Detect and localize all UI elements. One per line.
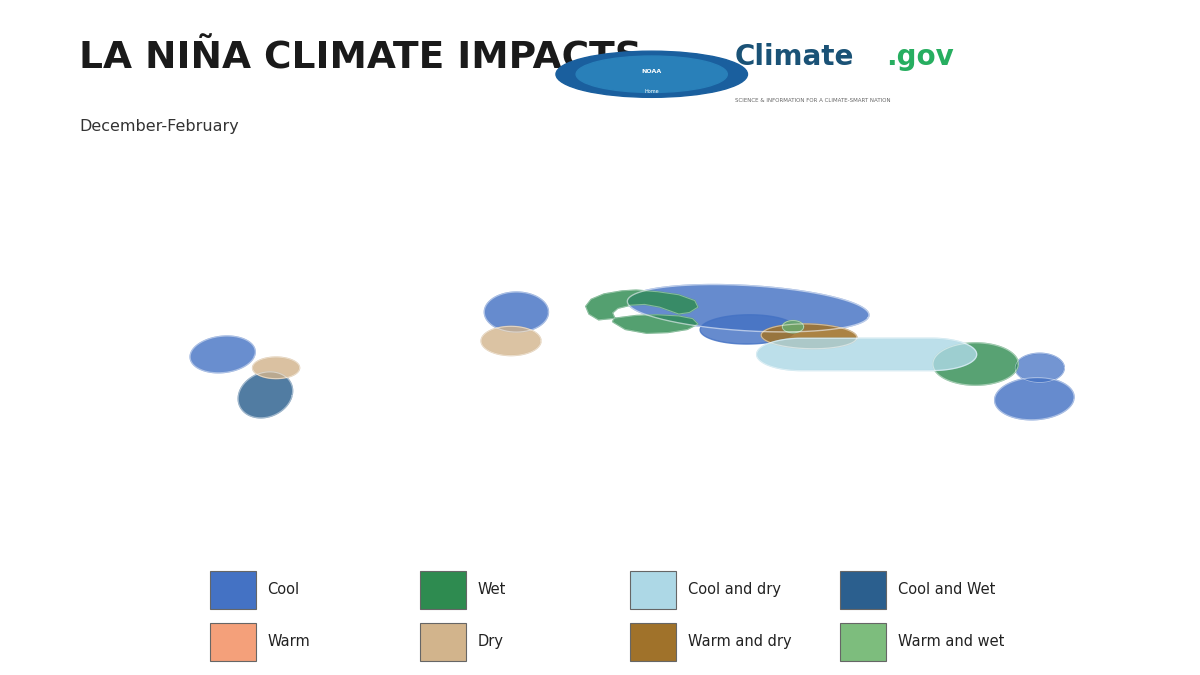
Polygon shape bbox=[782, 321, 804, 333]
Polygon shape bbox=[252, 357, 300, 379]
FancyBboxPatch shape bbox=[210, 623, 256, 661]
FancyBboxPatch shape bbox=[840, 623, 886, 661]
Text: Cool and Wet: Cool and Wet bbox=[898, 583, 995, 597]
Text: Warm and dry: Warm and dry bbox=[688, 634, 791, 649]
Text: December-February: December-February bbox=[79, 119, 239, 134]
FancyBboxPatch shape bbox=[210, 571, 256, 609]
Polygon shape bbox=[485, 292, 548, 332]
Polygon shape bbox=[239, 372, 293, 418]
Text: .gov: .gov bbox=[886, 43, 954, 72]
Text: Warm: Warm bbox=[268, 634, 311, 649]
Text: NOAA: NOAA bbox=[642, 70, 662, 74]
Text: Cool: Cool bbox=[268, 583, 300, 597]
FancyBboxPatch shape bbox=[420, 571, 466, 609]
Polygon shape bbox=[761, 324, 857, 349]
Polygon shape bbox=[1015, 353, 1064, 383]
Polygon shape bbox=[757, 338, 977, 371]
FancyBboxPatch shape bbox=[420, 623, 466, 661]
Text: Dry: Dry bbox=[478, 634, 504, 649]
FancyBboxPatch shape bbox=[840, 571, 886, 609]
Polygon shape bbox=[700, 315, 796, 344]
Polygon shape bbox=[932, 343, 1019, 385]
Text: Climate: Climate bbox=[734, 43, 854, 72]
Circle shape bbox=[556, 51, 748, 97]
Polygon shape bbox=[481, 326, 541, 356]
Text: LA NIÑA CLIMATE IMPACTS: LA NIÑA CLIMATE IMPACTS bbox=[79, 40, 642, 76]
Text: SCIENCE & INFORMATION FOR A CLIMATE-SMART NATION: SCIENCE & INFORMATION FOR A CLIMATE-SMAR… bbox=[734, 99, 890, 103]
FancyBboxPatch shape bbox=[630, 623, 676, 661]
Circle shape bbox=[576, 56, 727, 92]
Text: Wet: Wet bbox=[478, 583, 506, 597]
Text: Home: Home bbox=[644, 88, 659, 94]
Polygon shape bbox=[628, 285, 869, 332]
Text: Cool and dry: Cool and dry bbox=[688, 583, 780, 597]
Polygon shape bbox=[190, 336, 256, 373]
Polygon shape bbox=[995, 377, 1074, 420]
FancyBboxPatch shape bbox=[630, 571, 676, 609]
Text: Warm and wet: Warm and wet bbox=[898, 634, 1004, 649]
Polygon shape bbox=[586, 290, 698, 333]
